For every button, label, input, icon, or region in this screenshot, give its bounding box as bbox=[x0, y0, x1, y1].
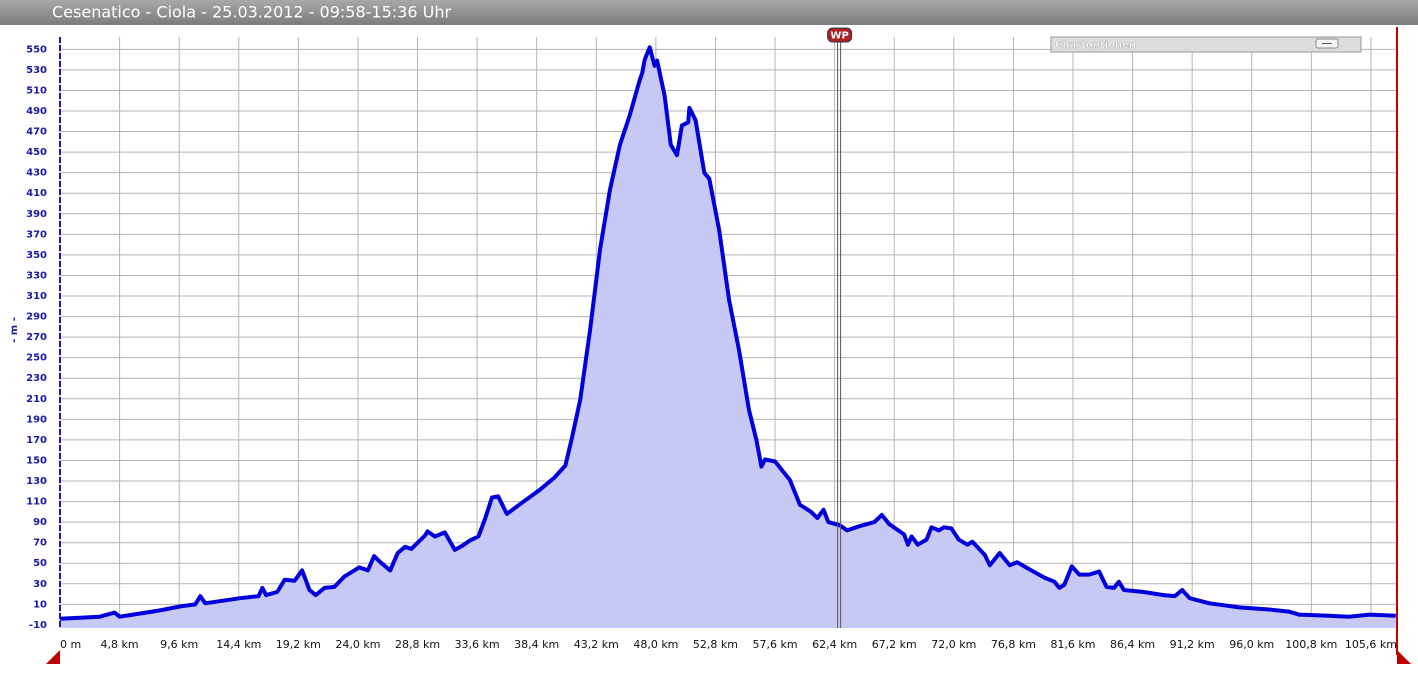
y-tick-label: 490 bbox=[26, 106, 47, 117]
y-tick-label: 50 bbox=[33, 558, 47, 569]
y-tick-label: 250 bbox=[26, 353, 47, 364]
x-tick-label: 100,8 km bbox=[1285, 638, 1337, 651]
y-tick-label: 30 bbox=[33, 579, 47, 590]
y-tick-label: 550 bbox=[26, 44, 47, 55]
x-tick-label: 57,6 km bbox=[753, 638, 798, 651]
x-tick-label: 43,2 km bbox=[574, 638, 619, 651]
x-tick-label: 52,8 km bbox=[693, 638, 738, 651]
x-tick-label: 33,6 km bbox=[455, 638, 500, 651]
title-bar bbox=[0, 0, 1418, 25]
y-tick-label: 410 bbox=[26, 188, 47, 199]
x-tick-label: 91,2 km bbox=[1170, 638, 1215, 651]
x-tick-label: 14,4 km bbox=[216, 638, 261, 651]
y-tick-label: -10 bbox=[29, 620, 47, 631]
y-tick-label: 270 bbox=[26, 332, 47, 343]
y-tick-label: 10 bbox=[33, 599, 47, 610]
y-tick-label: 430 bbox=[26, 168, 47, 179]
x-tick-label: 96,0 km bbox=[1229, 638, 1274, 651]
y-tick-label: 330 bbox=[26, 270, 47, 281]
x-tick-label: 86,4 km bbox=[1110, 638, 1155, 651]
x-tick-label: 105,6 km bbox=[1345, 638, 1397, 651]
waypoint-label: WP bbox=[830, 31, 848, 42]
y-tick-label: 450 bbox=[26, 147, 47, 158]
start-handle bbox=[46, 650, 60, 664]
y-tick-label: 70 bbox=[33, 538, 47, 549]
x-tick-label: 0 m bbox=[60, 638, 81, 651]
y-tick-label: 110 bbox=[26, 497, 47, 508]
x-tick-label: 81,6 km bbox=[1050, 638, 1095, 651]
x-tick-label: 4,8 km bbox=[101, 638, 139, 651]
y-tick-label: 150 bbox=[26, 455, 47, 466]
y-tick-label: 370 bbox=[26, 229, 47, 240]
y-tick-label: 290 bbox=[26, 312, 47, 323]
x-tick-label: 9,6 km bbox=[160, 638, 198, 651]
y-tick-label: 390 bbox=[26, 209, 47, 220]
y-tick-label: 530 bbox=[26, 65, 47, 76]
y-tick-label: 190 bbox=[26, 414, 47, 425]
waypoint-badge bbox=[827, 27, 853, 43]
chart-options-label: Chartoptionen bbox=[1055, 40, 1136, 51]
x-tick-label: 28,8 km bbox=[395, 638, 440, 651]
y-tick-label: 230 bbox=[26, 373, 47, 384]
x-tick-label: 19,2 km bbox=[276, 638, 321, 651]
x-tick-label: 48,0 km bbox=[633, 638, 678, 651]
chart-title: Cesenatico - Ciola - 25.03.2012 - 09:58-… bbox=[52, 3, 451, 22]
x-tick-label: 24,0 km bbox=[335, 638, 380, 651]
y-tick-label: 90 bbox=[33, 517, 47, 528]
x-tick-label: 62,4 km bbox=[812, 638, 857, 651]
x-tick-label: 76,8 km bbox=[991, 638, 1036, 651]
elevation-line bbox=[59, 45, 1396, 621]
chart-options-panel[interactable] bbox=[1050, 36, 1362, 53]
y-tick-label: 210 bbox=[26, 394, 47, 405]
x-tick-label: 67,2 km bbox=[872, 638, 917, 651]
y-tick-label: 310 bbox=[26, 291, 47, 302]
y-tick-label: 170 bbox=[26, 435, 47, 446]
area-fill bbox=[60, 47, 1396, 629]
end-handle bbox=[1397, 650, 1411, 664]
y-tick-label: 350 bbox=[26, 250, 47, 261]
y-tick-label: 510 bbox=[26, 85, 47, 96]
y-tick-label: 130 bbox=[26, 476, 47, 487]
y-tick-label: 470 bbox=[26, 127, 47, 138]
x-tick-label: 38,4 km bbox=[514, 638, 559, 651]
x-tick-label: 72,0 km bbox=[931, 638, 976, 651]
y-axis-label: - m - bbox=[9, 317, 20, 343]
